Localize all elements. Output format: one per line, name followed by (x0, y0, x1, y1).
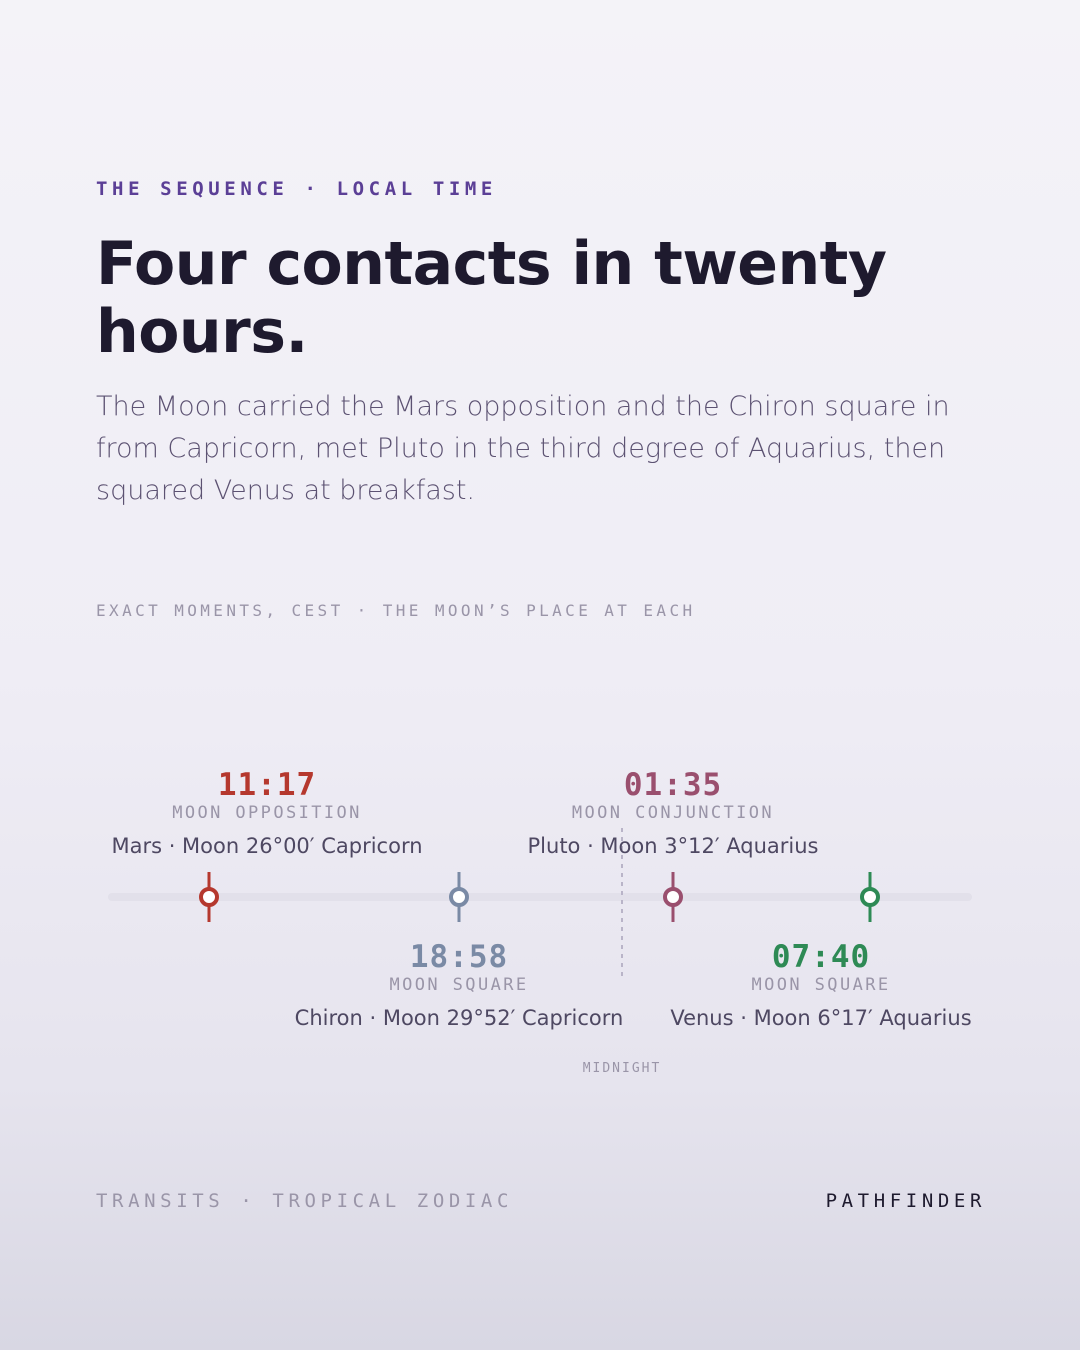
event-time: 18:58 (409, 939, 509, 975)
event-time: 11:17 (217, 767, 317, 803)
marker (860, 872, 880, 922)
footer-brand: PATHFINDER (825, 1190, 986, 1212)
eyebrow: THE SEQUENCE · LOCAL TIME (96, 178, 497, 200)
event: 18:58 MOON SQUARE Chiron · Moon 29°52′ C… (259, 940, 659, 1030)
event-detail: Chiron · Moon 29°52′ Capricorn (294, 1006, 624, 1030)
event-detail: Venus · Moon 6°17′ Aquarius (670, 1006, 972, 1030)
event-time: 07:40 (771, 939, 871, 975)
midnight-label: MIDNIGHT (582, 1061, 662, 1076)
event-aspect: MOON SQUARE (751, 975, 891, 995)
marker (663, 872, 683, 922)
event: 01:35 MOON CONJUNCTION Pluto · Moon 3°12… (473, 768, 873, 858)
event-detail: Pluto · Moon 3°12′ Aquarius (527, 834, 819, 858)
event-time: 01:35 (623, 767, 723, 803)
event-aspect: MOON CONJUNCTION (571, 803, 775, 823)
event: 11:17 MOON OPPOSITION Mars · Moon 26°00′… (67, 768, 467, 858)
event-aspect: MOON OPPOSITION (172, 803, 362, 823)
event: 07:40 MOON SQUARE Venus · Moon 6°17′ Aqu… (621, 940, 1021, 1030)
title: Four contacts in twenty hours. (96, 229, 887, 367)
caption: EXACT MOMENTS, CEST · THE MOON’S PLACE A… (96, 601, 696, 620)
event-aspect: MOON SQUARE (389, 975, 529, 995)
event-detail: Mars · Moon 26°00′ Capricorn (111, 834, 423, 858)
footer-left: TRANSITS · TROPICAL ZODIAC (96, 1190, 514, 1212)
marker (199, 872, 219, 922)
lede: The Moon carried the Mars opposition and… (96, 391, 950, 506)
marker (449, 872, 469, 922)
